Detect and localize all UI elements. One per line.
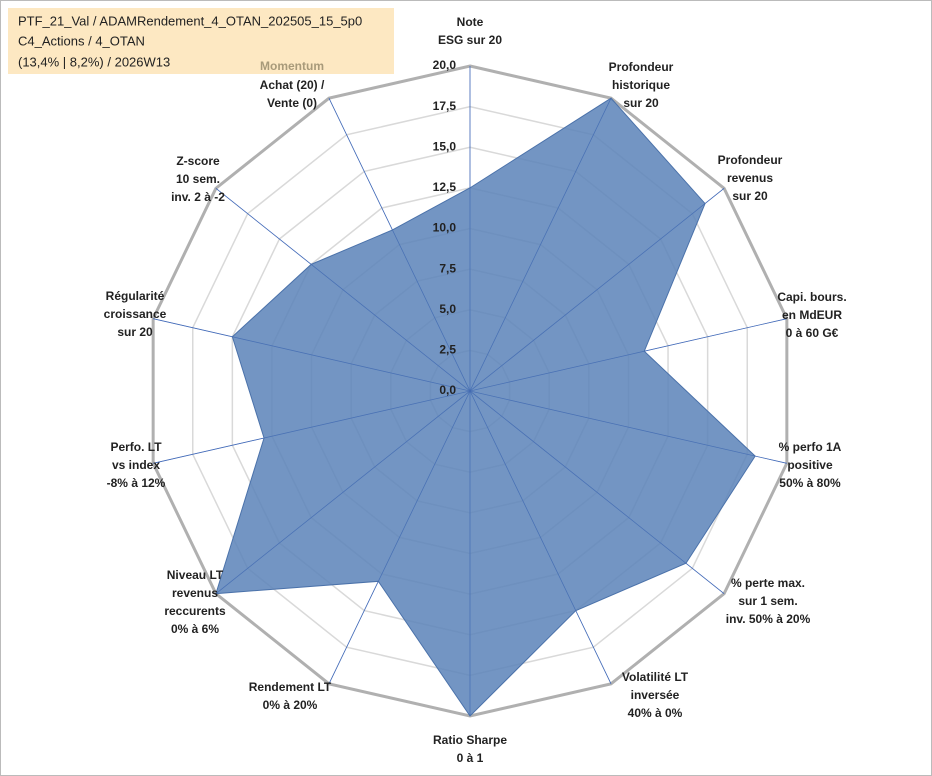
spoke-overlay [153, 390, 471, 464]
axis-label: revenus [727, 171, 773, 185]
tick-label: 5,0 [439, 302, 456, 316]
tick-label: 15,0 [433, 139, 457, 153]
axis-label: inv. 2 à -2 [171, 190, 225, 204]
axis-label: Profondeur [718, 153, 783, 167]
header-line: C4_Actions / 4_OTAN [18, 33, 145, 48]
axis-label: vs index [112, 458, 160, 472]
axis-label: 0% à 20% [263, 698, 318, 712]
tick-label: 20,0 [433, 58, 457, 72]
tick-label: 2,5 [439, 343, 456, 357]
axis-label: % perfo 1A [779, 440, 842, 454]
spoke-overlay [215, 188, 471, 392]
axis-label: 50% à 80% [779, 476, 841, 490]
axis-label: % perte max. [731, 576, 805, 590]
axis-label: 40% à 0% [628, 706, 683, 720]
spoke-overlay [469, 318, 787, 392]
tick-label: 7,5 [439, 261, 456, 275]
axis-label: en MdEUR [782, 308, 842, 322]
axis-label: Ratio Sharpe [433, 733, 507, 747]
spoke-overlay [469, 390, 787, 464]
spoke-overlay [328, 98, 471, 392]
spoke-overlay [328, 390, 471, 684]
axis-label: Niveau LT [167, 568, 224, 582]
axis-label: Perfo. LT [110, 440, 162, 454]
axis-label: revenus [172, 586, 218, 600]
axis-label: sur 20 [732, 189, 768, 203]
header-box [8, 8, 394, 74]
header-line: PTF_21_Val / ADAMRendement_4_OTAN_202505… [18, 13, 362, 28]
axis-label: historique [612, 78, 670, 92]
axis-label: Achat (20) / [260, 78, 325, 92]
axis-label: croissance [104, 307, 167, 321]
spoke-overlay [215, 390, 471, 594]
axis-label: Profondeur [609, 60, 674, 74]
spoke-overlay [469, 188, 725, 392]
axis-label: sur 20 [623, 96, 659, 110]
axis-label: Note [457, 15, 484, 29]
header-line: (13,4% | 8,2%) / 2026W13 [18, 54, 170, 69]
axis-label: Vente (0) [267, 96, 317, 110]
axis-label: sur 1 sem. [738, 594, 797, 608]
tick-label: 17,5 [433, 99, 457, 113]
tick-label: 12,5 [433, 180, 457, 194]
axis-label: Z-score [176, 154, 220, 168]
axis-label: reccurents [164, 604, 226, 618]
axis-label: Volatilité LT [622, 670, 689, 684]
spoke-overlay [153, 318, 471, 392]
axis-label: -8% à 12% [107, 476, 166, 490]
axis-label: 0 à 1 [457, 751, 484, 765]
axis-label: inv. 50% à 20% [726, 612, 811, 626]
axis-label: 10 sem. [176, 172, 220, 186]
spoke-overlay [469, 390, 725, 594]
spoke-overlay [469, 390, 612, 684]
axis-label: positive [787, 458, 833, 472]
axis-label: 0 à 60 G€ [786, 326, 839, 340]
annotation: Momentum [260, 59, 324, 73]
tick-label: 0,0 [439, 383, 456, 397]
axis-label: 0% à 6% [171, 622, 219, 636]
axis-label: inversée [631, 688, 680, 702]
axis-label: Régularité [106, 289, 165, 303]
axis-label: sur 20 [117, 325, 153, 339]
spoke-overlay [469, 98, 612, 392]
tick-label: 10,0 [433, 221, 457, 235]
axis-label: Rendement LT [249, 680, 332, 694]
axis-label: ESG sur 20 [438, 33, 502, 47]
axis-label: Capi. bours. [777, 290, 846, 304]
